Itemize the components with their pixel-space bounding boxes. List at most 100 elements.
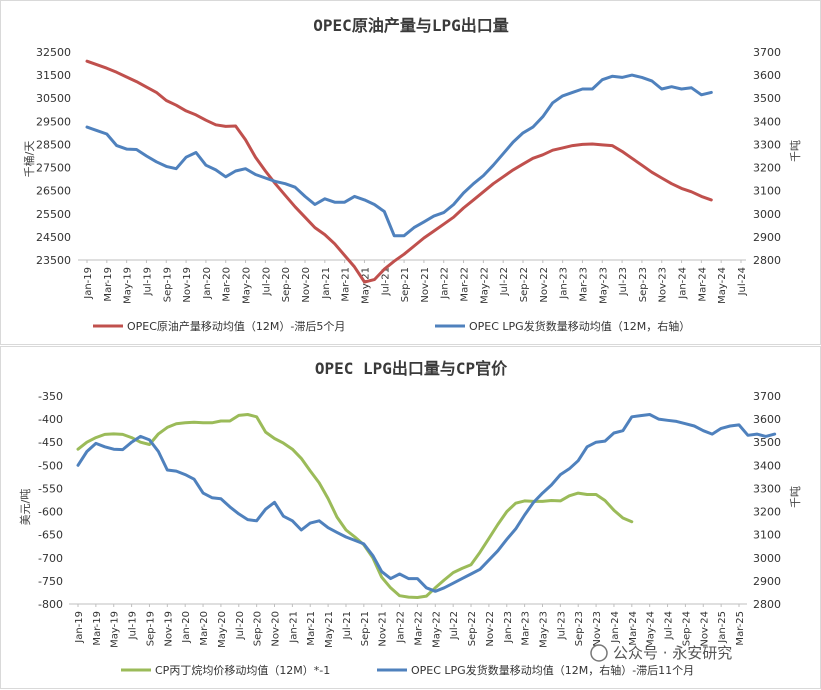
x-tick-label: Jul-22 xyxy=(499,267,510,296)
x-tick-label: Nov-20 xyxy=(271,611,282,647)
x-tick-label: Jan-25 xyxy=(717,611,728,644)
x-tick-label: Jan-24 xyxy=(678,267,689,300)
y2-tick-label: 3000 xyxy=(753,208,781,221)
series-line-2 xyxy=(76,413,777,593)
x-tick-label: Nov-21 xyxy=(378,611,389,647)
x-tick-label: Nov-24 xyxy=(699,611,710,647)
series-line-2 xyxy=(85,73,713,238)
y2-tick-label: 3700 xyxy=(753,390,781,403)
x-tick-label: May-23 xyxy=(538,611,549,648)
series-line-1 xyxy=(76,413,634,599)
x-tick-label: Sep-23 xyxy=(574,611,585,646)
watermark: 公众号 · 永安研究 xyxy=(590,644,732,662)
x-tick-label: Nov-23 xyxy=(592,611,603,647)
x-tick-label: May-20 xyxy=(242,267,253,304)
y2-tick-label: 3600 xyxy=(753,69,781,82)
x-tick-label: May-21 xyxy=(324,611,335,648)
x-tick-label: Mar-21 xyxy=(341,267,352,302)
y2-tick-label: 3200 xyxy=(753,162,781,175)
x-tick-label: Sep-23 xyxy=(638,267,649,302)
y2-tick-label: 3400 xyxy=(753,459,781,472)
x-tick-label: Jan-24 xyxy=(610,611,621,644)
x-tick-label: Mar-20 xyxy=(222,267,233,302)
y-tick-label: 32500 xyxy=(36,46,71,59)
y-tick-label: -400 xyxy=(38,413,63,426)
legend-label-lpg: OPEC LPG发货数量移动均值（12M，右轴） xyxy=(469,319,690,333)
x-tick-label: Jan-23 xyxy=(503,611,514,644)
legend-label-lpg: OPEC LPG发货数量移动均值（12M，右轴）-滞后11个月 xyxy=(411,663,694,677)
y-axis-label: 千桶/天 xyxy=(22,141,36,178)
x-tick-label: Jul-20 xyxy=(261,267,272,296)
y2-tick-label: 2800 xyxy=(753,598,781,611)
x-tick-label: Mar-22 xyxy=(413,611,424,646)
y-tick-label: -500 xyxy=(38,459,63,472)
x-tick-label: Nov-19 xyxy=(182,267,193,303)
y2-tick-label: 3200 xyxy=(753,506,781,519)
y-tick-label: -650 xyxy=(38,529,63,542)
y-tick-label: 29500 xyxy=(36,115,71,128)
x-tick-label: Mar-19 xyxy=(92,611,103,646)
x-tick-label: May-22 xyxy=(479,267,490,304)
x-tick-label: Nov-22 xyxy=(485,611,496,647)
x-tick-label: Nov-21 xyxy=(420,267,431,303)
x-tick-label: Nov-23 xyxy=(658,267,669,303)
y2-tick-label: 3500 xyxy=(753,436,781,449)
x-tick-label: Nov-22 xyxy=(539,267,550,303)
legend-label-crude: OPEC原油产量移动均值（12M）-滞后5个月 xyxy=(127,319,345,333)
y-tick-label: -450 xyxy=(38,436,63,449)
y2-tick-label: 3400 xyxy=(753,115,781,128)
x-tick-label: Sep-24 xyxy=(681,611,692,646)
x-tick-label: May-21 xyxy=(360,267,371,304)
x-tick-label: Mar-22 xyxy=(460,267,471,302)
watermark-text: 公众号 · 永安研究 xyxy=(613,644,732,662)
x-tick-label: Nov-20 xyxy=(301,267,312,303)
x-tick-label: Sep-20 xyxy=(253,611,264,646)
x-tick-label: May-19 xyxy=(110,611,121,648)
chart-title: OPEC原油产量与LPG出口量 xyxy=(313,16,508,35)
y-axis-label: 美元/吨 xyxy=(19,489,32,526)
x-tick-label: May-22 xyxy=(431,611,442,648)
x-tick-label: Sep-20 xyxy=(281,267,292,302)
x-tick-label: Mar-23 xyxy=(521,611,532,646)
x-tick-label: May-24 xyxy=(717,267,728,304)
y2-tick-label: 2900 xyxy=(753,231,781,244)
y-tick-label: 24500 xyxy=(36,231,71,244)
x-tick-label: Jan-20 xyxy=(202,267,213,300)
x-tick-label: Jan-20 xyxy=(181,611,192,644)
y-tick-label: -350 xyxy=(38,390,63,403)
y2-tick-label: 3000 xyxy=(753,552,781,565)
y2-tick-label: 2800 xyxy=(753,254,781,267)
legend-label-cp: CP丙丁烷均价移动均值（12M）*-1 xyxy=(155,663,330,677)
x-tick-label: Jul-19 xyxy=(142,267,153,296)
series-line-1 xyxy=(85,59,713,284)
y-tick-label: 28500 xyxy=(36,138,71,151)
y-tick-label: -750 xyxy=(38,575,63,588)
x-tick-label: Jul-19 xyxy=(128,611,139,640)
y-tick-label: -800 xyxy=(38,598,63,611)
x-tick-label: May-23 xyxy=(598,267,609,304)
y2-axis-label: 千吨 xyxy=(789,140,802,162)
y-tick-label: 25500 xyxy=(36,208,71,221)
x-tick-label: Jan-21 xyxy=(288,611,299,644)
y2-tick-label: 3700 xyxy=(753,46,781,59)
x-tick-label: Sep-21 xyxy=(360,611,371,646)
x-tick-label: Mar-20 xyxy=(199,611,210,646)
y2-axis-label: 千吨 xyxy=(789,486,802,508)
y2-tick-label: 3500 xyxy=(753,92,781,105)
x-tick-label: Jul-24 xyxy=(737,267,748,296)
x-tick-label: Mar-23 xyxy=(578,267,589,302)
x-tick-label: Sep-22 xyxy=(519,267,530,302)
y-tick-label: -700 xyxy=(38,552,63,565)
x-tick-label: Jan-22 xyxy=(396,611,407,644)
chart-svg-lpg-cp: OPEC LPG出口量与CP官价 -800 -750 -700 -650 -600 -55… xyxy=(19,359,802,677)
x-tick-label: May-19 xyxy=(123,267,134,304)
x-tick-label: Mar-19 xyxy=(103,267,114,302)
x-tick-label: May-24 xyxy=(646,611,657,648)
x-tick-label: Jul-21 xyxy=(380,267,391,296)
y-tick-label: 27500 xyxy=(36,162,71,175)
x-tick-label: Nov-19 xyxy=(163,611,174,647)
y-tick-label: -550 xyxy=(38,482,63,495)
x-tick-label: Jul-23 xyxy=(556,611,567,640)
y2-tick-label: 3300 xyxy=(753,482,781,495)
y2-tick-label: 3300 xyxy=(753,138,781,151)
